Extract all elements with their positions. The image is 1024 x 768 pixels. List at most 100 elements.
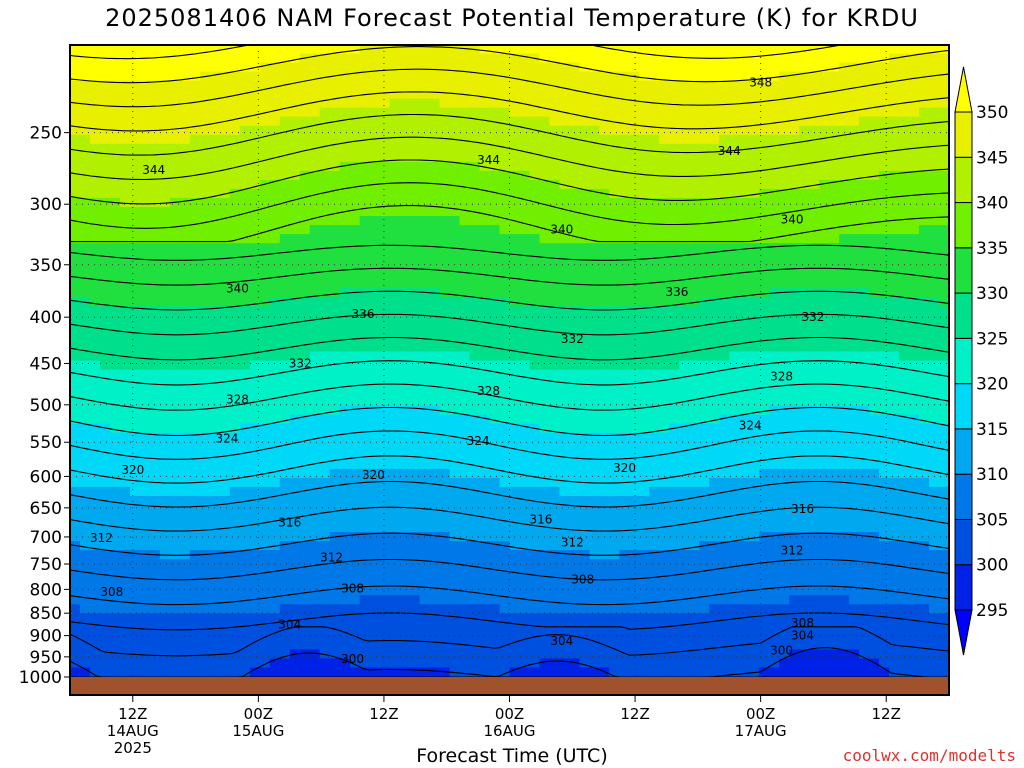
fill-cell	[349, 495, 361, 506]
fill-cell	[749, 595, 761, 606]
fill-cell	[329, 477, 341, 488]
fill-cell	[729, 89, 741, 100]
fill-cell	[399, 568, 411, 579]
fill-cell	[439, 622, 451, 633]
fill-cell	[119, 134, 131, 145]
fill-cell	[609, 152, 621, 163]
fill-cell	[89, 450, 101, 461]
fill-cell	[539, 179, 551, 190]
fill-cell	[719, 577, 731, 588]
fill-cell	[499, 532, 511, 543]
fill-cell	[619, 513, 631, 525]
fill-cell	[489, 125, 501, 136]
fill-cell	[719, 640, 731, 651]
fill-cell	[189, 360, 201, 371]
fill-cell	[679, 315, 691, 326]
fill-cell	[509, 649, 521, 660]
fill-cell	[399, 297, 411, 308]
fill-cell	[389, 270, 401, 281]
fill-cell	[719, 387, 731, 398]
fill-cell	[129, 207, 141, 218]
fill-cell	[659, 396, 671, 407]
fill-cell	[409, 179, 421, 190]
fill-cell	[639, 45, 651, 55]
fill-cell	[139, 116, 151, 127]
fill-cell	[639, 667, 651, 678]
fill-cell	[629, 459, 641, 470]
fill-cell	[279, 62, 291, 73]
fill-cell	[329, 441, 341, 452]
fill-cell	[449, 98, 461, 109]
fill-cell	[209, 459, 221, 470]
fill-cell	[699, 179, 711, 190]
fill-cell	[99, 468, 111, 479]
fill-cell	[389, 631, 401, 642]
fill-cell	[459, 188, 471, 199]
fill-cell	[189, 559, 201, 570]
fill-cell	[129, 577, 141, 588]
fill-cell	[669, 306, 681, 317]
fill-cell	[479, 523, 491, 534]
fill-cell	[379, 532, 391, 543]
fill-cell	[499, 324, 511, 335]
fill-cell	[769, 234, 781, 245]
fill-cell	[469, 649, 481, 660]
fill-cell	[419, 369, 431, 380]
fill-cell	[349, 550, 361, 561]
fill-cell	[469, 622, 481, 633]
fill-cell	[209, 405, 221, 416]
fill-cell	[229, 89, 241, 100]
fill-cell	[409, 631, 421, 642]
fill-cell	[529, 586, 541, 597]
fill-cell	[279, 306, 291, 317]
fill-cell	[689, 423, 701, 434]
fill-cell	[339, 450, 351, 461]
fill-cell	[579, 197, 591, 209]
fill-cell	[709, 622, 721, 633]
fill-cell	[599, 45, 611, 55]
fill-cell	[139, 396, 151, 407]
fill-cell	[759, 559, 771, 570]
fill-cell	[199, 107, 211, 118]
fill-cell	[149, 414, 161, 425]
fill-cell	[129, 613, 141, 624]
fill-cell	[759, 279, 771, 290]
fill-cell	[769, 306, 781, 317]
fill-cell	[389, 595, 401, 606]
fill-cell	[259, 324, 271, 335]
fill-cell	[509, 261, 521, 272]
fill-cell	[119, 586, 131, 597]
fill-cell	[529, 405, 541, 416]
fill-cell	[369, 53, 381, 64]
fill-cell	[659, 270, 671, 281]
fill-cell	[499, 179, 511, 190]
fill-cell	[509, 161, 521, 172]
fill-cell	[489, 360, 501, 371]
fill-cell	[759, 486, 771, 497]
fill-cell	[639, 261, 651, 272]
fill-cell	[239, 125, 251, 136]
fill-cell	[669, 441, 681, 452]
fill-cell	[729, 71, 741, 82]
fill-cell	[199, 234, 211, 245]
fill-cell	[499, 333, 511, 344]
fill-cell	[389, 360, 401, 371]
fill-cell	[79, 532, 91, 543]
fill-cell	[229, 315, 241, 326]
fill-cell	[599, 423, 611, 434]
fill-cell	[709, 306, 721, 317]
fill-cell	[209, 80, 221, 91]
fill-cell	[489, 649, 501, 660]
fill-cell	[649, 640, 661, 651]
fill-cell	[399, 45, 411, 55]
fill-cell	[529, 98, 541, 109]
fill-cell	[79, 595, 91, 606]
fill-cell	[649, 116, 661, 127]
fill-cell	[379, 559, 391, 570]
fill-cell	[679, 523, 691, 534]
fill-cell	[489, 640, 501, 651]
fill-cell	[299, 550, 311, 561]
fill-cell	[539, 170, 551, 181]
fill-cell	[499, 306, 511, 317]
fill-cell	[669, 667, 681, 678]
